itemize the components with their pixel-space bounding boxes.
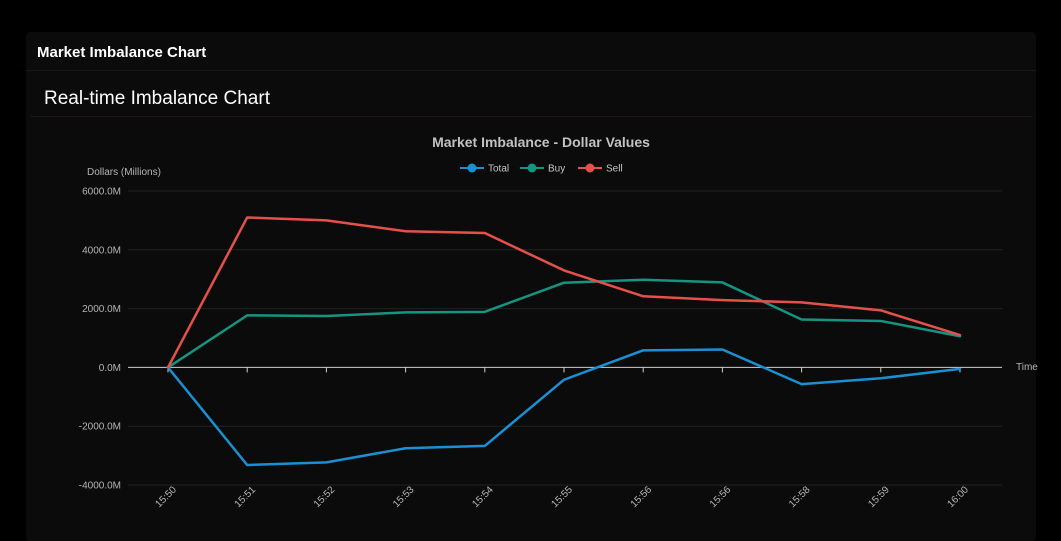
x-tick-label: 15:58 bbox=[787, 484, 813, 510]
y-tick-label: -4000.0M bbox=[79, 481, 121, 492]
y-tick-label: 6000.0M bbox=[82, 187, 121, 198]
y-tick-label: 0.0M bbox=[99, 363, 121, 374]
x-tick-label: 15:55 bbox=[549, 484, 575, 510]
x-tick-label: 15:59 bbox=[866, 484, 892, 510]
card-title: Real-time Imbalance Chart bbox=[44, 88, 270, 109]
legend-marker-total bbox=[467, 163, 477, 173]
x-tick-label: 15:56 bbox=[708, 484, 734, 510]
legend-label-buy: Buy bbox=[548, 164, 565, 175]
legend-marker-sell bbox=[585, 163, 595, 173]
x-axis-label: Time bbox=[1016, 362, 1038, 373]
y-tick-label: 2000.0M bbox=[82, 304, 121, 315]
series-line-buy bbox=[166, 278, 962, 369]
series-line-total bbox=[166, 348, 962, 467]
x-tick-label: 15:56 bbox=[629, 484, 655, 510]
x-tick-label: 15:52 bbox=[312, 484, 338, 510]
series-line-sell bbox=[166, 216, 962, 369]
header-divider bbox=[26, 70, 1036, 71]
y-tick-label: -2000.0M bbox=[79, 422, 121, 433]
y-axis-label: Dollars (Millions) bbox=[87, 167, 161, 178]
legend-marker-buy bbox=[527, 163, 537, 173]
panel-title: Market Imbalance Chart bbox=[37, 44, 207, 61]
y-tick-label: 4000.0M bbox=[82, 245, 121, 256]
x-tick-label: 15:53 bbox=[391, 484, 417, 510]
legend-label-sell: Sell bbox=[606, 164, 623, 175]
x-tick-label: 16:00 bbox=[945, 484, 971, 510]
x-tick-label: 15:51 bbox=[233, 484, 259, 510]
chart-title: Market Imbalance - Dollar Values bbox=[432, 134, 650, 150]
card-divider bbox=[30, 116, 1032, 117]
x-tick-label: 15:54 bbox=[470, 484, 496, 510]
legend-label-total: Total bbox=[488, 164, 509, 175]
x-tick-label: 15:50 bbox=[153, 484, 179, 510]
